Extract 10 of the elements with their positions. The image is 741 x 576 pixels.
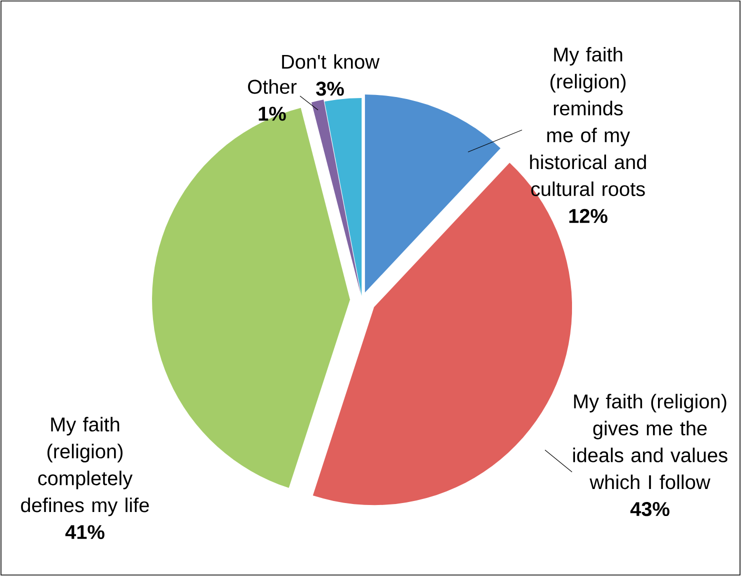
data-label: 43%: [630, 502, 670, 516]
slice-label: My faith (religion) reminds me of my historical and cultural roots: [530, 47, 646, 196]
data-label: 1%: [258, 106, 286, 121]
slice-label: My faith (religion) gives me the ideals and values which I follow: [573, 394, 728, 490]
data-label: 41%: [65, 525, 104, 540]
data-label: 12%: [569, 208, 608, 223]
slice-label: Don't know: [282, 54, 380, 69]
data-label: 3%: [316, 82, 344, 96]
slice-label: Other: [248, 79, 297, 94]
slice-label: My faith (religion) completely defines my life: [21, 416, 149, 516]
